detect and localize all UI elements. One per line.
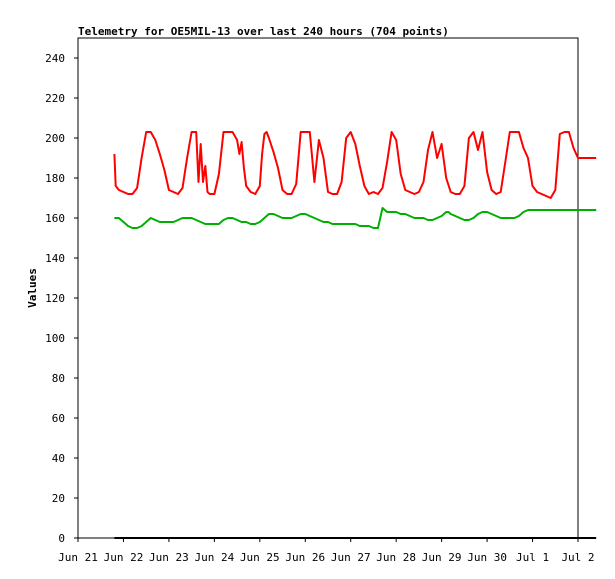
y-tick-label: 0 <box>58 532 65 545</box>
plot-area <box>77 37 579 539</box>
y-tick-label: 160 <box>45 212 65 225</box>
y-axis-label: Values <box>26 268 39 308</box>
x-tick-label: Jun 22 <box>104 551 144 564</box>
x-tick-label: Jun 30 <box>467 551 507 564</box>
x-tick-label: Jun 26 <box>285 551 325 564</box>
x-axis: Jun 21 Jun 22 Jun 23 Jun 24 Jun 25 Jun 26 Jun … <box>58 538 595 564</box>
series-line-1 <box>113 131 597 199</box>
y-axis: 0 20 40 60 80 100 120 140 160 180 200 220 240 <box>45 52 78 545</box>
x-tick-label: Jun 21 <box>58 551 98 564</box>
series-line-2 <box>114 207 597 229</box>
y-tick-label: 180 <box>45 172 65 185</box>
x-tick-label: Jun 28 <box>376 551 416 564</box>
x-tick-label: Jul 1 <box>516 551 549 564</box>
x-tick-label: Jun 23 <box>149 551 189 564</box>
x-tick-label: Jun 29 <box>422 551 462 564</box>
x-tick-label: Jun 24 <box>194 551 234 564</box>
y-tick-label: 220 <box>45 92 65 105</box>
y-tick-label: 200 <box>45 132 65 145</box>
y-tick-label: 140 <box>45 252 65 265</box>
y-tick-label: 120 <box>45 292 65 305</box>
y-tick-label: 100 <box>45 332 65 345</box>
y-tick-label: 240 <box>45 52 65 65</box>
chart-title: Telemetry for OE5MIL-13 over last 240 ho… <box>78 25 449 38</box>
y-tick-label: 40 <box>52 452 65 465</box>
x-tick-label: Jun 25 <box>240 551 280 564</box>
series-layer <box>113 131 597 539</box>
y-tick-label: 80 <box>52 372 65 385</box>
y-tick-label: 20 <box>52 492 65 505</box>
y-tick-label: 60 <box>52 412 65 425</box>
x-tick-label: Jul 2 <box>561 551 594 564</box>
x-tick-label: Jun 27 <box>331 551 371 564</box>
